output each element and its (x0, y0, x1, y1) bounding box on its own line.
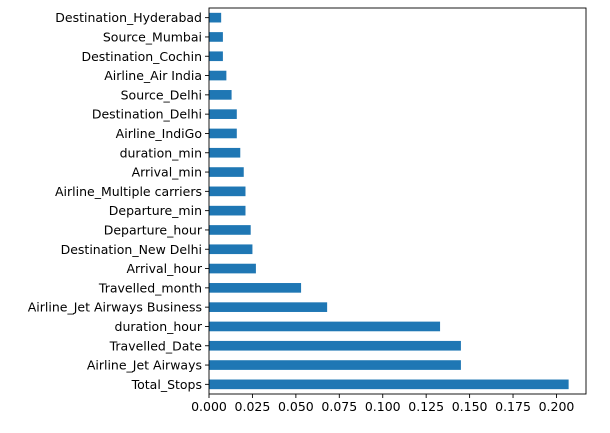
y-tick-label: Airline_Air India (104, 68, 202, 83)
bar-travelled-month (209, 283, 302, 293)
y-tick-label: Travelled_Date (109, 338, 203, 353)
bar-destination-hyderabad (209, 12, 222, 23)
x-tick-label: 0.025 (235, 399, 271, 414)
axes-layer: Total_Stops Airline_Jet Airways Travelled_… (28, 7, 587, 414)
bar-destination-new-delhi (209, 244, 253, 255)
y-tick-label: Arrival_hour (127, 261, 203, 276)
x-tick-label: 0.200 (539, 399, 575, 414)
y-tick-label: Airline_Jet Airways Business (28, 300, 202, 315)
y-tick-label: Source_Mumbai (103, 29, 202, 44)
bar-duration-hour (209, 321, 441, 332)
bar-airline-air-india (209, 70, 227, 81)
bar-total-stops (209, 379, 569, 390)
y-tick-label: Destination_Hyderabad (55, 10, 202, 25)
y-tick-label: Total_Stops (131, 377, 202, 392)
bar-departure-min (209, 205, 246, 216)
y-tick-label: Destination_New Delhi (61, 242, 202, 257)
y-tick-label: Airline_Jet Airways (87, 358, 202, 373)
y-tick-label: Destination_Cochin (81, 49, 202, 64)
bar-airline-multiple-carriers (209, 186, 246, 197)
y-tick-label: Departure_min (109, 203, 202, 218)
bar-source-mumbai (209, 32, 223, 42)
bar-airline-jet-airways-business (209, 302, 328, 312)
bar-arrival-hour (209, 263, 256, 274)
bar-destination-delhi (209, 109, 237, 119)
bar-arrival-min (209, 167, 244, 177)
x-tick-label: 0.125 (408, 399, 444, 414)
y-tick-label: Departure_hour (104, 222, 203, 237)
y-tick-label: Source_Delhi (121, 87, 202, 102)
bars-layer (209, 12, 569, 390)
y-tick-label: Arrival_min (132, 165, 202, 180)
y-tick-label: Destination_Delhi (92, 107, 202, 122)
plot-frame (208, 7, 587, 395)
bar-travelled-date (209, 340, 461, 351)
x-tick-label: 0.100 (365, 399, 401, 414)
x-tick-label: 0.050 (278, 399, 314, 414)
x-tick-label: 0.075 (321, 399, 357, 414)
x-tick-label: 0.150 (452, 399, 488, 414)
bar-destination-cochin (209, 51, 223, 62)
y-tick-label: Airline_Multiple carriers (55, 184, 202, 199)
bar-airline-jet-airways (209, 360, 461, 370)
bar-source-delhi (209, 90, 232, 100)
bar-departure-hour (209, 225, 251, 235)
bar-airline-indigo (209, 128, 237, 139)
y-tick-label: Airline_IndiGo (116, 126, 202, 141)
y-tick-label: duration_min (120, 145, 202, 160)
x-tick-label: 0.175 (495, 399, 531, 414)
y-tick-label: Travelled_month (98, 280, 202, 295)
x-tick-label: 0.000 (191, 399, 227, 414)
y-tick-label: duration_hour (115, 319, 203, 334)
bar-duration-min (209, 147, 241, 158)
